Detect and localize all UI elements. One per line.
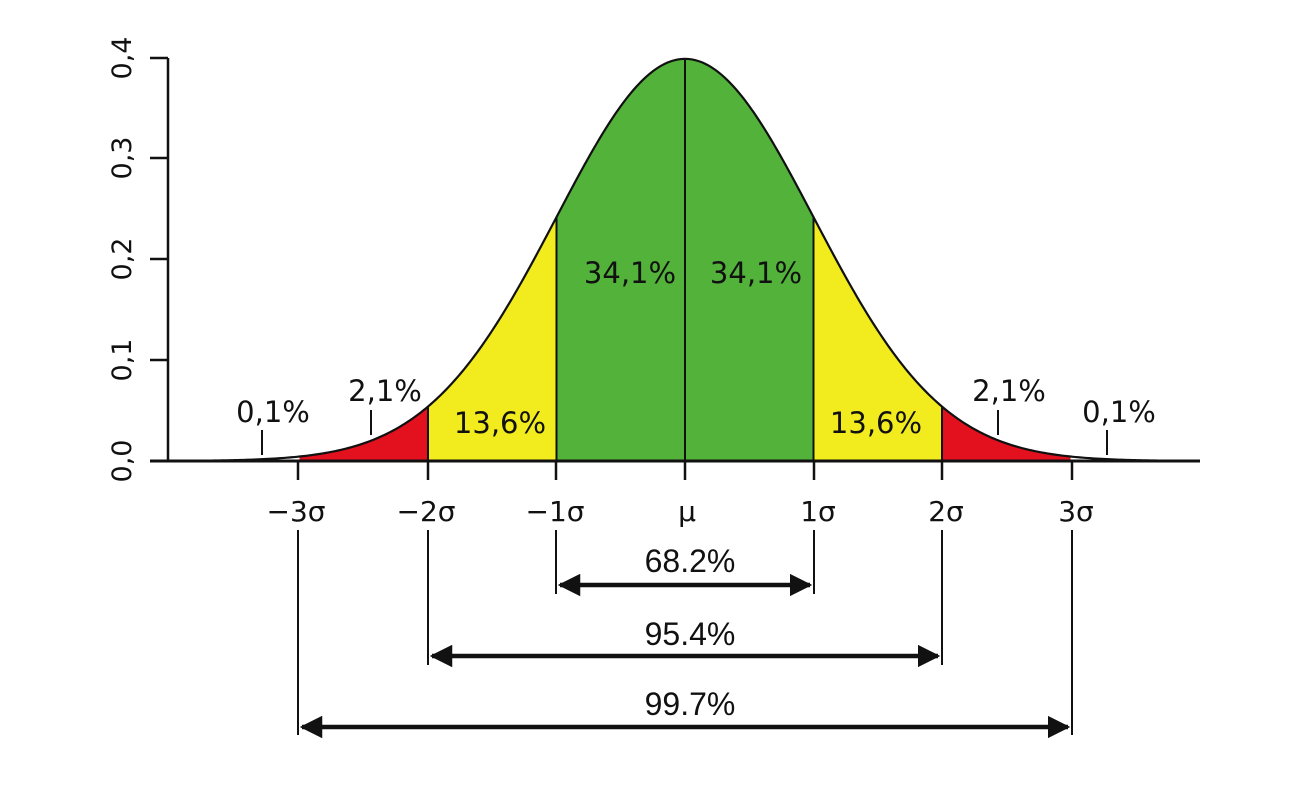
green-right-label: 34,1% [710, 256, 802, 290]
tail-right-label: 0,1% [1082, 395, 1156, 429]
x-tick-label-1-sigma: 1σ [800, 495, 836, 528]
range-label-99: 99.7% [645, 686, 736, 722]
yellow-left-label: 13,6% [454, 406, 546, 440]
range-label-68: 68.2% [645, 543, 736, 579]
red-left-label: 2,1% [348, 374, 422, 408]
range-brackets: 68.2% 95.4% 99.7% [297, 530, 1073, 739]
red-right-label: 2,1% [972, 374, 1046, 408]
region-fill [299, 406, 428, 461]
x-tick-label-3-sigma: 3σ [1058, 495, 1094, 528]
y-tick-label: 0,3 [107, 137, 138, 180]
range-label-95: 95.4% [645, 616, 736, 652]
y-tick-label: 0,4 [107, 37, 138, 80]
y-axis-ticks [150, 56, 168, 463]
yellow-right-label: 13,6% [830, 406, 922, 440]
region-labels: 0,1% 2,1% 13,6% 34,1% 34,1% 13,6% 2,1% 0… [236, 256, 1156, 455]
x-axis-ticks [296, 461, 1074, 480]
x-tick-label-minus-1-sigma: −1σ [525, 495, 584, 528]
x-axis-tick-labels: −3σ −2σ −1σ μ 1σ 2σ 3σ [266, 495, 1093, 528]
y-tick-label: 0,2 [107, 238, 138, 281]
x-tick-label-minus-2-sigma: −2σ [396, 495, 455, 528]
green-left-label: 34,1% [584, 256, 676, 290]
sigma-boundary-lines [427, 58, 943, 461]
x-tick-label-2-sigma: 2σ [928, 495, 964, 528]
y-tick-label: 0,0 [107, 440, 138, 483]
x-tick-label-minus-3-sigma: −3σ [266, 495, 325, 528]
region-fill [942, 406, 1071, 461]
tail-left-label: 0,1% [236, 395, 310, 429]
x-tick-label-mu: μ [678, 495, 696, 528]
y-tick-label: 0,1 [107, 339, 138, 382]
y-axis-tick-labels: 0,0 0,1 0,2 0,3 0,4 [107, 37, 138, 483]
